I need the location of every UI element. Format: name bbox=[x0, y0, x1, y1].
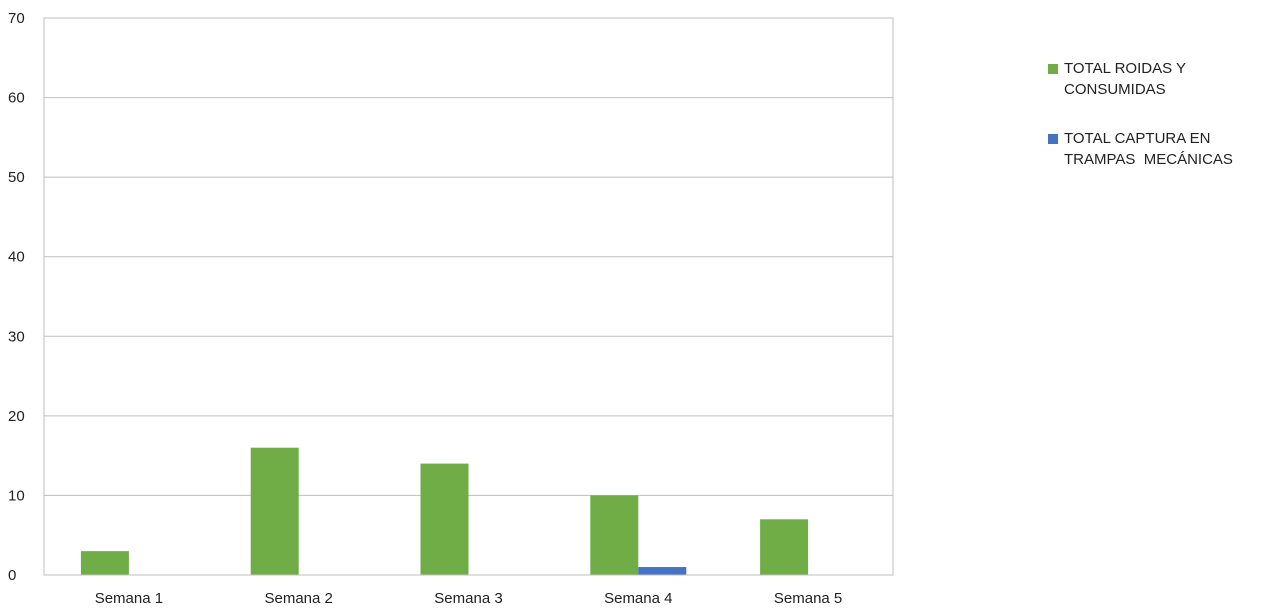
plot-area-border bbox=[43, 17, 894, 576]
legend-label-roidas: TOTAL ROIDAS Y CONSUMIDAS bbox=[1064, 60, 1186, 98]
y-tick-label: 20 bbox=[8, 408, 25, 425]
y-axis-tick-labels: 0 10 20 30 40 50 60 70 bbox=[8, 10, 25, 584]
y-tick-label: 0 bbox=[8, 567, 16, 584]
bar-roidas bbox=[760, 519, 809, 575]
bar-roidas bbox=[420, 463, 469, 575]
legend-label-captura: TOTAL CAPTURA EN TRAMPAS MECÁNICAS bbox=[1064, 130, 1233, 168]
y-tick-label: 30 bbox=[8, 328, 25, 345]
bar-roidas bbox=[80, 551, 129, 575]
y-tick-label: 70 bbox=[8, 10, 25, 27]
x-tick-label: Semana 3 bbox=[434, 590, 502, 607]
y-tick-label: 50 bbox=[8, 169, 25, 186]
y-tick-label: 60 bbox=[8, 90, 25, 107]
bar-roidas bbox=[590, 495, 639, 575]
legend-swatch-roidas bbox=[1048, 64, 1058, 74]
bars bbox=[80, 447, 809, 575]
legend-swatch-captura bbox=[1048, 134, 1058, 144]
x-tick-label: Semana 4 bbox=[604, 590, 672, 607]
x-tick-label: Semana 5 bbox=[774, 590, 842, 607]
gridlines bbox=[44, 17, 893, 576]
x-axis-tick-labels: Semana 1 Semana 2 Semana 3 Semana 4 Semana 5 bbox=[95, 590, 843, 607]
x-tick-label: Semana 1 bbox=[95, 590, 163, 607]
x-tick-label: Semana 2 bbox=[265, 590, 333, 607]
y-tick-label: 10 bbox=[8, 487, 25, 504]
bar-captura bbox=[638, 567, 687, 575]
legend-item-roidas: TOTAL ROIDAS Y CONSUMIDAS bbox=[1048, 58, 1273, 100]
legend-item-captura: TOTAL CAPTURA EN TRAMPAS MECÁNICAS bbox=[1048, 128, 1273, 170]
bar-roidas bbox=[250, 447, 299, 575]
legend: TOTAL ROIDAS Y CONSUMIDAS TOTAL CAPTURA … bbox=[1048, 58, 1273, 198]
y-tick-label: 40 bbox=[8, 249, 25, 266]
